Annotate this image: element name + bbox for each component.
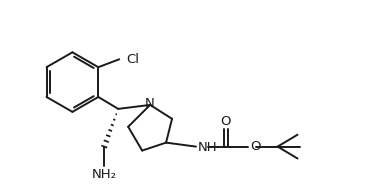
Text: Cl: Cl bbox=[126, 53, 139, 66]
Text: O: O bbox=[251, 140, 261, 153]
Text: N: N bbox=[145, 97, 155, 110]
Text: O: O bbox=[221, 115, 231, 128]
Text: NH: NH bbox=[198, 141, 218, 154]
Text: NH₂: NH₂ bbox=[92, 168, 117, 181]
